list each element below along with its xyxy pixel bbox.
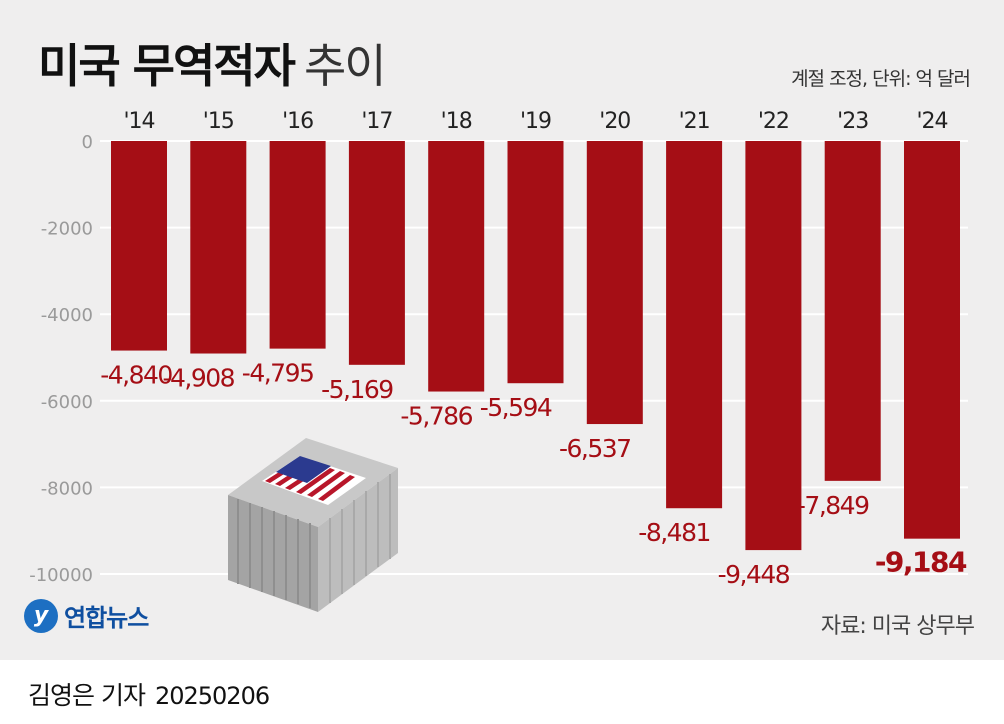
value-label: -5,786 [400, 402, 472, 431]
bar [666, 141, 723, 509]
x-tick-label: '23 [837, 109, 868, 134]
x-tick-label: '14 [123, 109, 154, 134]
x-tick-label: '21 [679, 109, 710, 134]
x-axis-ticks: '14 '15 '16 '17 '18 '19 '20 '21 '22 '23 '24 [123, 109, 948, 134]
y-tick-label: -8000 [41, 478, 93, 499]
bar [586, 141, 643, 425]
y-tick-label: 0 [82, 132, 93, 153]
bar [904, 141, 960, 539]
author-name: 김영은 기자 [28, 681, 146, 710]
bar [428, 141, 485, 392]
bar [507, 141, 564, 384]
bar-chart: 0 -2000 -4000 -6000 -8000 -10000 '14 '15 '16 '17… [29, 109, 969, 612]
logo-mark-icon: y [24, 598, 58, 633]
x-tick-label: '20 [599, 109, 630, 134]
bar [745, 141, 802, 551]
bar [348, 141, 405, 365]
value-label: -7,849 [797, 491, 869, 520]
value-label: -6,537 [559, 434, 631, 463]
value-label: -9,448 [718, 560, 790, 589]
y-axis-ticks: 0 -2000 -4000 -6000 -8000 -10000 [29, 132, 93, 586]
x-tick-label: '22 [758, 109, 789, 134]
bar [824, 141, 881, 481]
x-tick-label: '18 [441, 109, 472, 134]
title-light: 추이 [303, 39, 387, 93]
value-label: -4,795 [242, 359, 314, 388]
byline: 김영은 기자 20250206 [28, 676, 270, 712]
value-label: -4,908 [163, 364, 235, 393]
title-bold: 미국 무역적자 [38, 39, 296, 93]
y-tick-label: -6000 [41, 392, 93, 413]
x-tick-label: '24 [916, 109, 947, 134]
x-tick-label: '19 [520, 109, 551, 134]
x-tick-label: '17 [361, 109, 392, 134]
value-labels: -4,840-4,908 -4,795-5,169-5,786 -5,594-6,5… [100, 359, 968, 589]
value-label: -5,594 [480, 393, 552, 422]
value-label: -5,169 [321, 375, 393, 404]
y-tick-label: -10000 [29, 565, 93, 586]
chart-title: 미국 무역적자 추이 [38, 30, 387, 96]
logo-text: 연합뉴스 [64, 604, 149, 632]
bar [190, 141, 247, 354]
x-tick-label: '15 [203, 109, 234, 134]
value-label: -4,840 [100, 361, 172, 390]
bar [269, 141, 326, 349]
source-note: 자료: 미국 상무부 [820, 614, 975, 639]
container-icon [228, 438, 398, 612]
publish-date: 20250206 [154, 682, 270, 710]
bars [111, 141, 960, 551]
us-flag-icon [262, 456, 366, 505]
value-label: -8,481 [638, 518, 710, 547]
value-label: -9,184 [875, 546, 967, 579]
footer [0, 660, 1004, 724]
x-tick-label: '16 [282, 109, 313, 134]
y-tick-label: -4000 [41, 305, 93, 326]
y-tick-label: -2000 [41, 219, 93, 240]
bar [111, 141, 167, 351]
yonhap-logo: y 연합뉴스 [24, 598, 149, 633]
unit-note: 계절 조정, 단위: 억 달러 [791, 68, 971, 90]
